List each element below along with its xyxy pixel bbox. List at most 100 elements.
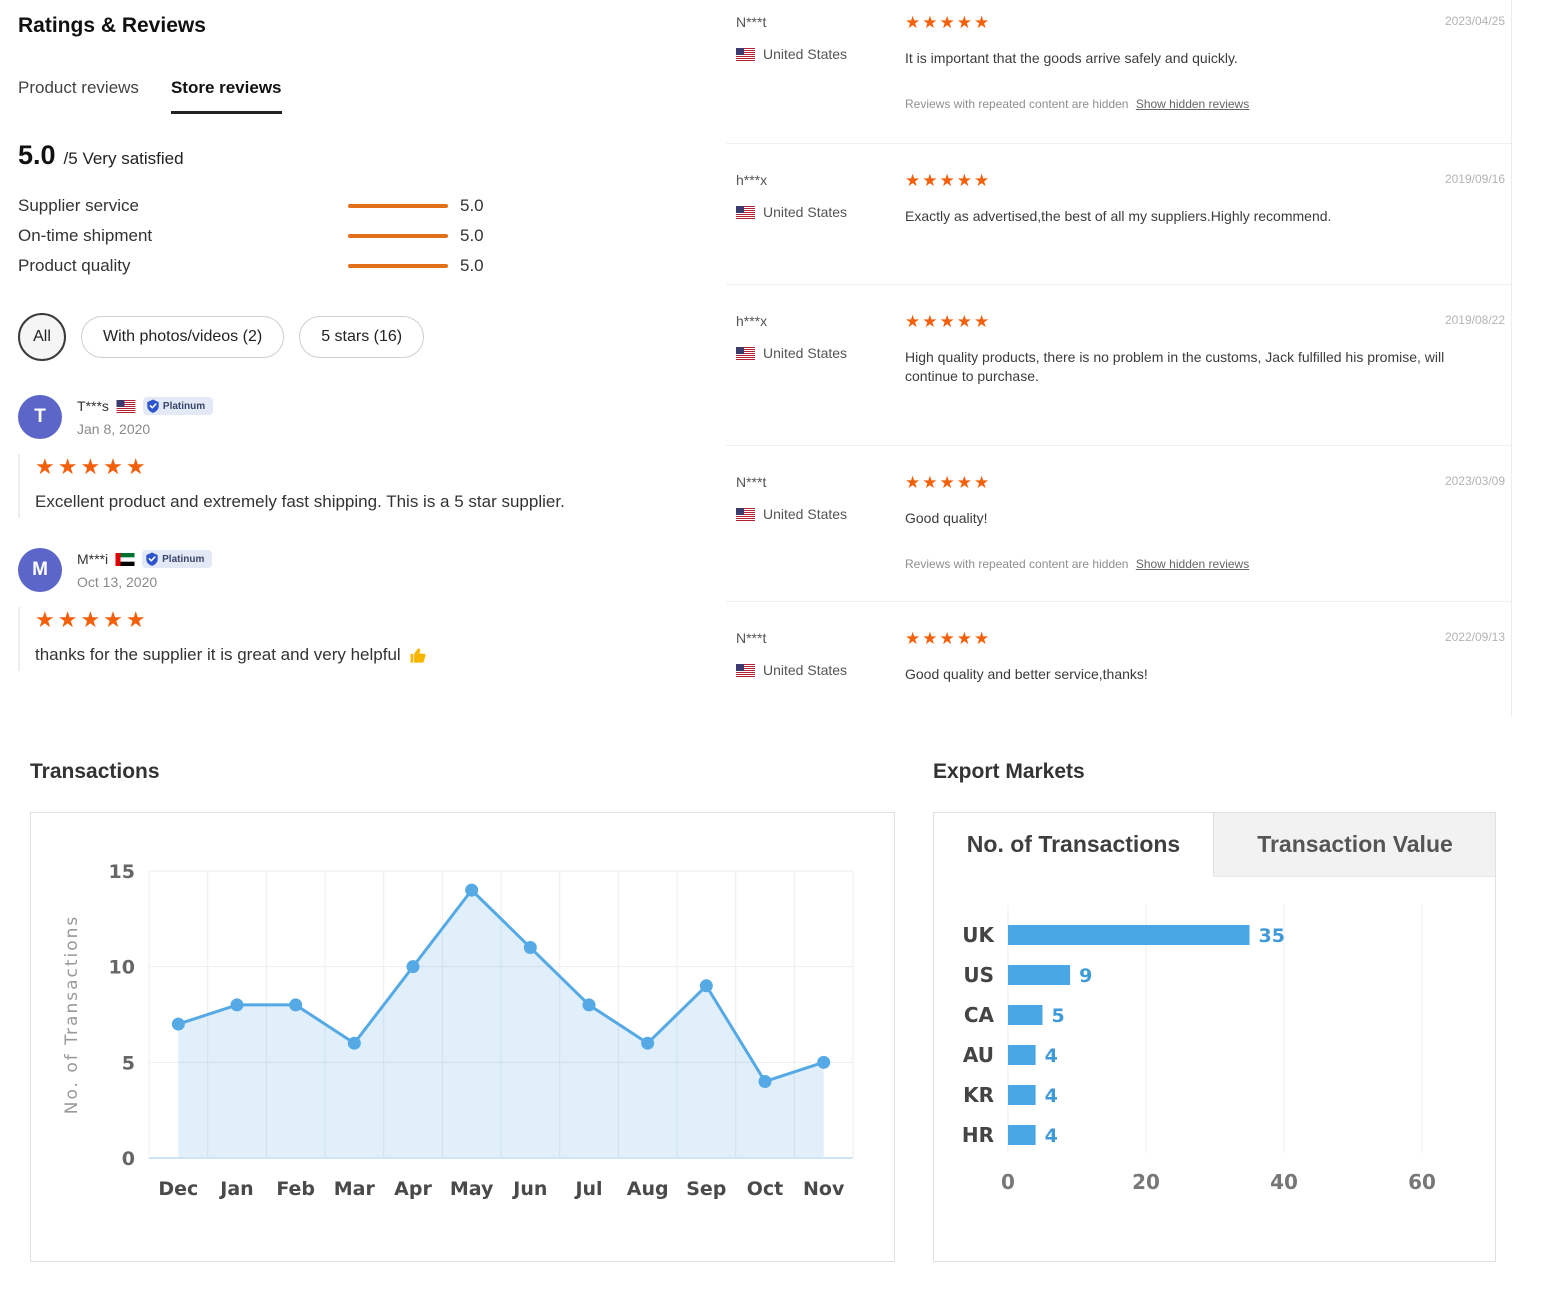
- reviewer-country: United States: [763, 345, 848, 361]
- reviews-tabs: Product reviews Store reviews: [18, 78, 668, 114]
- svg-text:35: 35: [1259, 925, 1285, 947]
- tab-transaction-value[interactable]: Transaction Value: [1214, 813, 1495, 876]
- svg-text:Apr: Apr: [394, 1178, 432, 1200]
- review-date: 2022/09/13: [1444, 630, 1505, 644]
- us-flag-icon: [116, 399, 136, 413]
- transactions-title: Transactions: [30, 760, 160, 783]
- metric-label: On-time shipment: [18, 226, 153, 245]
- metric-row: Product quality 5.0: [18, 251, 668, 281]
- svg-text:4: 4: [1045, 1085, 1058, 1107]
- svg-text:Oct: Oct: [747, 1178, 784, 1200]
- svg-text:Aug: Aug: [627, 1178, 669, 1200]
- score-value: 5.0: [18, 140, 56, 170]
- svg-text:Feb: Feb: [276, 1178, 315, 1200]
- svg-text:Dec: Dec: [158, 1178, 198, 1200]
- transactions-line-chart: 0 5 10 15 Dec Jan Feb Mar Apr May Jun Jul Aug Sep Oct N…: [62, 861, 854, 1200]
- us-flag-icon: [736, 47, 755, 61]
- metric-bar: [348, 264, 448, 268]
- platinum-badge: Platinum: [142, 550, 213, 568]
- svg-text:4: 4: [1045, 1045, 1058, 1067]
- svg-text:Jun: Jun: [511, 1178, 547, 1200]
- reviewer-name: T***s: [77, 398, 109, 414]
- svg-text:0: 0: [1001, 1170, 1015, 1194]
- tab-store-reviews[interactable]: Store reviews: [170, 78, 282, 114]
- star-rating: ★★★★★: [905, 171, 992, 190]
- svg-text:HR: HR: [962, 1123, 994, 1147]
- table-row: h***x United States ★★★★★ Exactly as adv…: [726, 144, 1511, 285]
- metric-value: 5.0: [460, 256, 484, 275]
- us-flag-icon: [736, 507, 755, 521]
- svg-text:10: 10: [109, 957, 135, 979]
- overall-score: 5.0 /5 Very satisfied: [18, 140, 668, 171]
- avatar: M: [18, 548, 62, 592]
- review-text: Excellent product and extremely fast shi…: [35, 492, 565, 511]
- transactions-panel: Transactions 0 5 10 15 Dec Jan Feb Mar Apr May Jun…: [30, 760, 895, 1262]
- platinum-badge: Platinum: [142, 397, 214, 415]
- list-item: M M***i Platinum Oct 13, 20: [18, 548, 668, 671]
- table-row: h***x United States ★★★★★ High quality p…: [726, 285, 1511, 446]
- svg-text:15: 15: [109, 861, 135, 883]
- review-date: 2023/03/09: [1444, 474, 1505, 488]
- svg-text:UK: UK: [962, 923, 995, 947]
- export-markets-panel: Export Markets No. of Transactions Trans…: [933, 760, 1496, 1262]
- store-reviews-list: N***t United States ★★★★★ It is importan…: [726, 0, 1512, 717]
- svg-text:Nov: Nov: [803, 1178, 845, 1200]
- review-text: It is important that the goods arrive sa…: [905, 50, 1238, 66]
- svg-text:Jan: Jan: [218, 1178, 253, 1200]
- badge-label: Platinum: [162, 400, 206, 412]
- review-date: Oct 13, 2020: [77, 574, 158, 590]
- metric-value: 5.0: [460, 226, 484, 245]
- star-rating: ★★★★★: [35, 607, 149, 632]
- metric-bar: [348, 234, 448, 238]
- review-text: Good quality and better service,thanks!: [905, 666, 1148, 682]
- show-hidden-reviews-link[interactable]: Show hidden reviews: [1135, 97, 1250, 111]
- hidden-reviews-note: Reviews with repeated content are hidden: [905, 97, 1129, 111]
- svg-text:Mar: Mar: [334, 1178, 376, 1200]
- review-text: thanks for the supplier it is great and …: [35, 645, 401, 664]
- tab-product-reviews[interactable]: Product reviews: [18, 78, 139, 97]
- svg-text:May: May: [450, 1178, 494, 1200]
- svg-text:60: 60: [1408, 1170, 1436, 1194]
- svg-text:No. of Transactions: No. of Transactions: [62, 915, 82, 1115]
- review-filters: All With photos/videos (2) 5 stars (16): [18, 313, 668, 361]
- filter-all-chip[interactable]: All: [18, 313, 66, 361]
- review-date: 2023/04/25: [1444, 14, 1505, 28]
- svg-text:5: 5: [1052, 1005, 1065, 1027]
- reviewer-name: M***i: [77, 551, 109, 567]
- review-date: Jan 8, 2020: [77, 421, 151, 437]
- table-row: N***t United States ★★★★★ Good quality! …: [726, 446, 1511, 602]
- tab-no-of-transactions[interactable]: No. of Transactions: [934, 813, 1214, 877]
- metric-label: Supplier service: [18, 196, 139, 215]
- rating-metrics: Supplier service 5.0 On-time shipment 5.…: [18, 191, 668, 281]
- metric-row: On-time shipment 5.0: [18, 221, 668, 251]
- ratings-summary-section: Ratings & Reviews Product reviews Store …: [18, 14, 668, 671]
- reviewer-country: United States: [763, 662, 848, 678]
- svg-text:Sep: Sep: [686, 1178, 726, 1200]
- badge-label: Platinum: [162, 553, 205, 565]
- svg-text:KR: KR: [963, 1083, 994, 1107]
- table-row: N***t United States ★★★★★ It is importan…: [726, 0, 1511, 144]
- shield-check-icon: [147, 399, 159, 413]
- transactions-chart: 0 5 10 15 Dec Jan Feb Mar Apr May Jun Jul Aug Sep Oct N…: [30, 812, 895, 1262]
- svg-text:20: 20: [1132, 1170, 1160, 1194]
- us-flag-icon: [736, 346, 755, 360]
- filter-photos-videos-chip[interactable]: With photos/videos (2): [81, 316, 285, 358]
- svg-text:40: 40: [1270, 1170, 1298, 1194]
- review-text: High quality products, there is no probl…: [905, 349, 1445, 384]
- svg-text:9: 9: [1079, 965, 1092, 987]
- star-rating: ★★★★★: [905, 473, 992, 492]
- svg-text:0: 0: [122, 1148, 135, 1170]
- us-flag-icon: [736, 663, 755, 677]
- filter-5-stars-chip[interactable]: 5 stars (16): [299, 316, 425, 358]
- export-markets-bar-chart: 0 20 40 60 UK 35 US 9 CA 5 AU 4 KR 4 HR 4: [962, 905, 1436, 1194]
- uae-flag-icon: [115, 552, 135, 566]
- export-markets-title: Export Markets: [933, 760, 1085, 783]
- reviewer-name: N***t: [736, 630, 767, 646]
- star-rating: ★★★★★: [905, 13, 992, 32]
- star-rating: ★★★★★: [35, 454, 149, 479]
- svg-text:AU: AU: [963, 1043, 994, 1067]
- show-hidden-reviews-link[interactable]: Show hidden reviews: [1135, 557, 1250, 571]
- review-text: Exactly as advertised,the best of all my…: [905, 208, 1332, 224]
- metric-bar: [348, 204, 448, 208]
